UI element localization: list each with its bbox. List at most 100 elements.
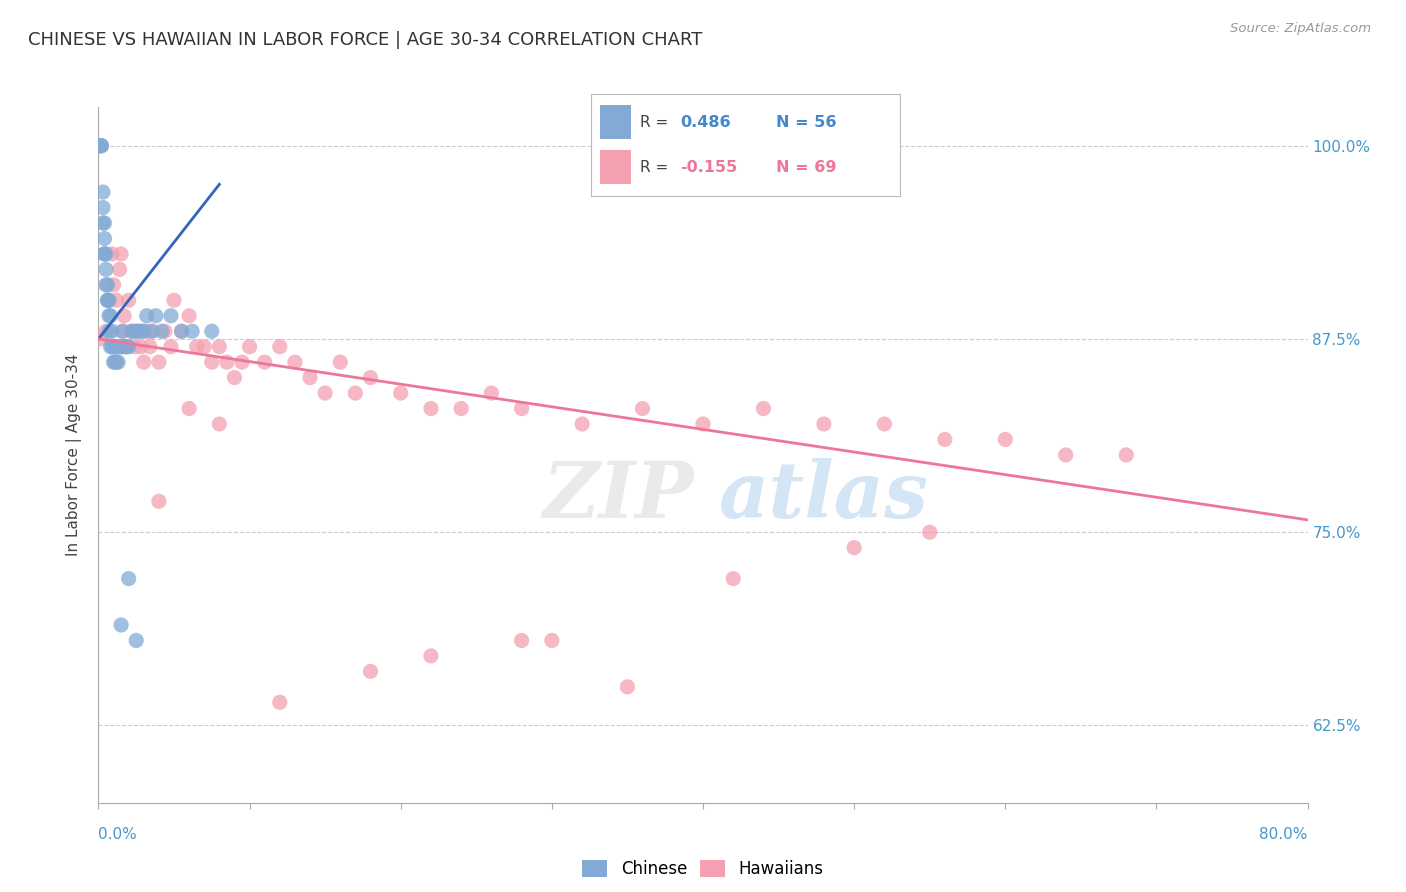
- Point: [813, 417, 835, 431]
- Point: [510, 633, 533, 648]
- Point: [101, 324, 124, 338]
- Point: [89, 138, 111, 153]
- Point: [115, 340, 138, 354]
- Y-axis label: In Labor Force | Age 30-34: In Labor Force | Age 30-34: [66, 353, 83, 557]
- Point: [934, 433, 956, 447]
- Point: [160, 340, 183, 354]
- Point: [420, 401, 443, 416]
- Point: [104, 340, 127, 354]
- Point: [269, 340, 291, 354]
- Point: [540, 633, 562, 648]
- Point: [94, 324, 117, 338]
- Point: [314, 386, 336, 401]
- Point: [105, 340, 128, 354]
- Point: [215, 355, 238, 369]
- Point: [93, 247, 115, 261]
- Point: [105, 355, 128, 369]
- Point: [108, 340, 131, 354]
- Point: [181, 324, 204, 338]
- Point: [571, 417, 593, 431]
- Point: [148, 355, 170, 369]
- Point: [284, 355, 307, 369]
- Point: [420, 648, 443, 663]
- Text: atlas: atlas: [718, 458, 929, 535]
- Point: [118, 293, 141, 308]
- Text: CHINESE VS HAWAIIAN IN LABOR FORCE | AGE 30-34 CORRELATION CHART: CHINESE VS HAWAIIAN IN LABOR FORCE | AGE…: [28, 31, 703, 49]
- Text: 80.0%: 80.0%: [1260, 827, 1308, 841]
- Point: [98, 324, 121, 338]
- Point: [111, 324, 134, 338]
- Point: [101, 247, 124, 261]
- Point: [103, 340, 125, 354]
- Point: [135, 324, 157, 338]
- Point: [344, 386, 367, 401]
- Point: [110, 340, 132, 354]
- Point: [239, 340, 262, 354]
- Point: [145, 309, 167, 323]
- Point: [100, 309, 122, 323]
- Point: [121, 324, 143, 338]
- Point: [89, 138, 111, 153]
- Point: [170, 324, 193, 338]
- Point: [89, 138, 111, 153]
- Point: [96, 293, 118, 308]
- Point: [103, 355, 125, 369]
- Point: [124, 340, 146, 354]
- Point: [994, 433, 1017, 447]
- Point: [89, 332, 111, 346]
- Point: [186, 340, 208, 354]
- Point: [153, 324, 176, 338]
- Point: [142, 324, 165, 338]
- Point: [91, 201, 114, 215]
- Point: [118, 340, 141, 354]
- Point: [110, 618, 132, 632]
- Point: [141, 324, 163, 338]
- Point: [108, 262, 131, 277]
- Point: [179, 401, 201, 416]
- Point: [111, 340, 134, 354]
- Point: [193, 340, 215, 354]
- Point: [93, 247, 115, 261]
- Point: [148, 494, 170, 508]
- Point: [208, 417, 231, 431]
- Point: [329, 355, 352, 369]
- Point: [253, 355, 276, 369]
- Point: [105, 293, 128, 308]
- Point: [1054, 448, 1077, 462]
- Point: [873, 417, 896, 431]
- Point: [93, 216, 115, 230]
- Point: [389, 386, 412, 401]
- Point: [160, 309, 183, 323]
- Point: [918, 525, 941, 540]
- Point: [101, 340, 124, 354]
- Point: [170, 324, 193, 338]
- Point: [231, 355, 253, 369]
- Legend: Chinese, Hawaiians: Chinese, Hawaiians: [575, 854, 831, 885]
- Point: [94, 262, 117, 277]
- Point: [114, 340, 136, 354]
- Point: [90, 138, 112, 153]
- Text: ZIP: ZIP: [543, 458, 695, 535]
- Point: [692, 417, 714, 431]
- Point: [150, 324, 173, 338]
- Point: [201, 324, 224, 338]
- Point: [124, 324, 146, 338]
- Point: [132, 355, 155, 369]
- Point: [96, 277, 118, 292]
- Point: [118, 572, 141, 586]
- Point: [844, 541, 866, 555]
- Point: [139, 340, 162, 354]
- Text: R =: R =: [640, 160, 673, 175]
- Point: [93, 231, 115, 245]
- Point: [360, 370, 382, 384]
- Point: [111, 324, 134, 338]
- Text: 0.0%: 0.0%: [98, 827, 138, 841]
- Point: [103, 277, 125, 292]
- Text: N = 56: N = 56: [776, 115, 837, 130]
- Point: [104, 355, 127, 369]
- Point: [114, 340, 136, 354]
- Point: [224, 370, 246, 384]
- Point: [112, 309, 135, 323]
- Point: [110, 247, 132, 261]
- Point: [96, 293, 118, 308]
